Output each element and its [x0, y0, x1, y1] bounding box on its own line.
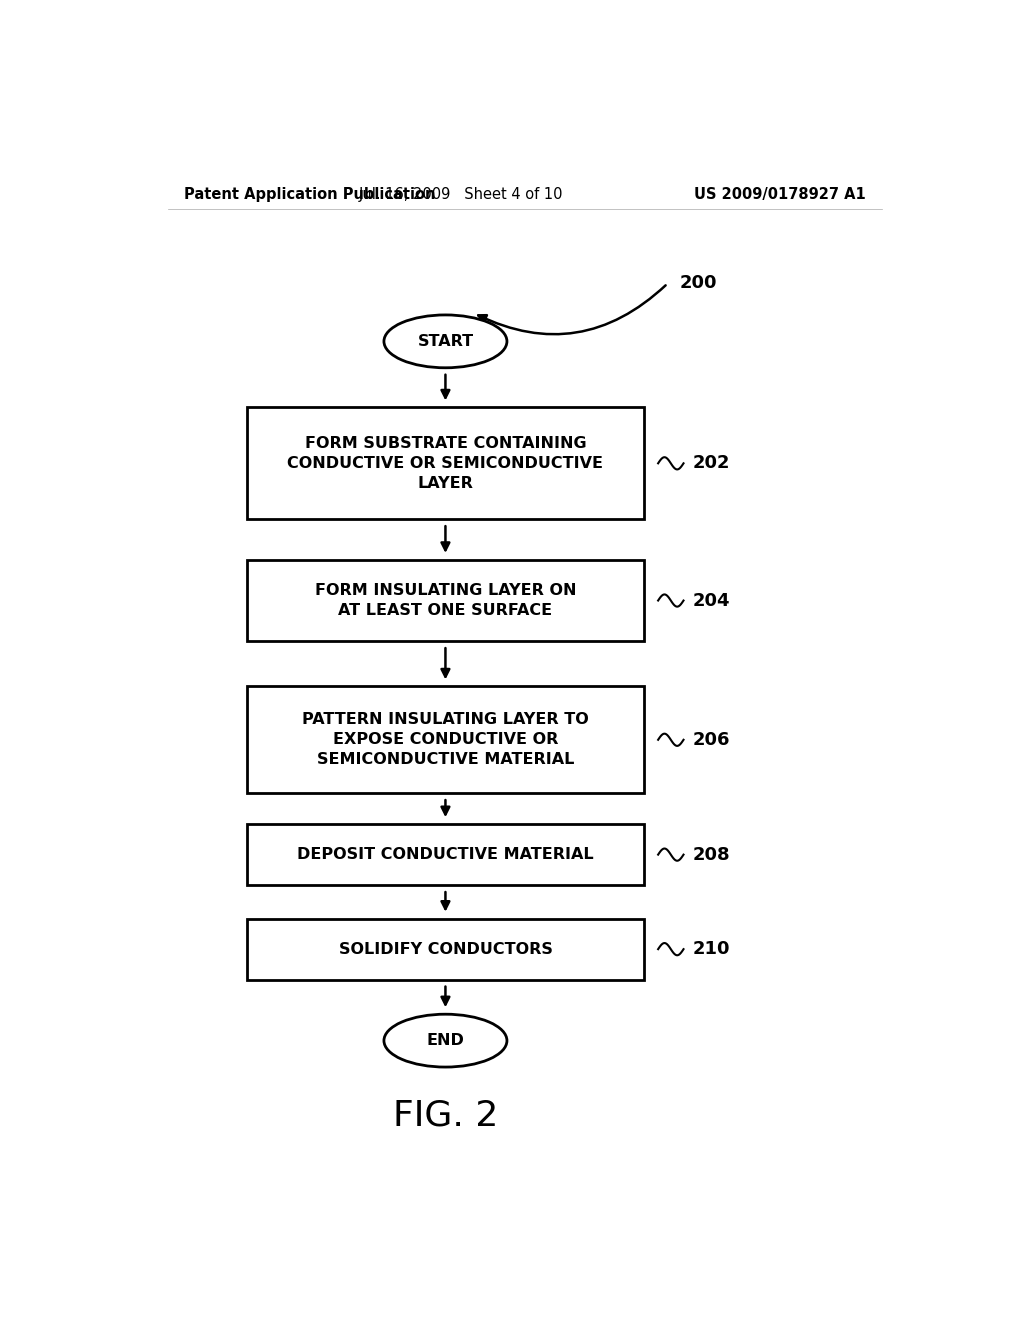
Ellipse shape	[384, 315, 507, 368]
Text: FIG. 2: FIG. 2	[393, 1098, 498, 1133]
FancyBboxPatch shape	[247, 919, 644, 979]
Text: 208: 208	[693, 846, 731, 863]
Text: 202: 202	[693, 454, 730, 473]
Text: Patent Application Publication: Patent Application Publication	[183, 187, 435, 202]
Text: Jul. 16, 2009   Sheet 4 of 10: Jul. 16, 2009 Sheet 4 of 10	[359, 187, 563, 202]
FancyBboxPatch shape	[247, 408, 644, 519]
Text: DEPOSIT CONDUCTIVE MATERIAL: DEPOSIT CONDUCTIVE MATERIAL	[297, 847, 594, 862]
FancyBboxPatch shape	[247, 560, 644, 642]
Text: 200: 200	[680, 275, 717, 293]
Text: FORM SUBSTRATE CONTAINING
CONDUCTIVE OR SEMICONDUCTIVE
LAYER: FORM SUBSTRATE CONTAINING CONDUCTIVE OR …	[288, 436, 603, 491]
Text: FORM INSULATING LAYER ON
AT LEAST ONE SURFACE: FORM INSULATING LAYER ON AT LEAST ONE SU…	[314, 583, 577, 618]
Text: 206: 206	[693, 731, 730, 748]
Text: SOLIDIFY CONDUCTORS: SOLIDIFY CONDUCTORS	[339, 941, 552, 957]
Text: END: END	[427, 1034, 464, 1048]
Text: PATTERN INSULATING LAYER TO
EXPOSE CONDUCTIVE OR
SEMICONDUCTIVE MATERIAL: PATTERN INSULATING LAYER TO EXPOSE CONDU…	[302, 713, 589, 767]
FancyBboxPatch shape	[247, 824, 644, 886]
FancyBboxPatch shape	[247, 686, 644, 793]
Text: 204: 204	[693, 591, 730, 610]
Text: START: START	[418, 334, 473, 348]
Text: 210: 210	[693, 940, 730, 958]
Ellipse shape	[384, 1014, 507, 1067]
Text: US 2009/0178927 A1: US 2009/0178927 A1	[694, 187, 866, 202]
